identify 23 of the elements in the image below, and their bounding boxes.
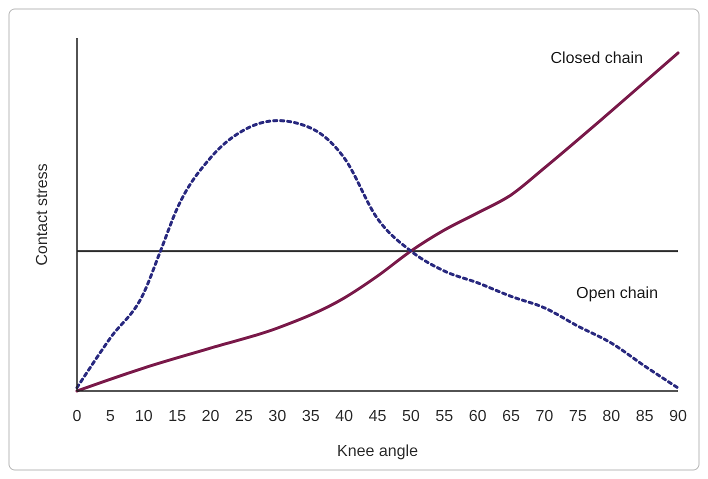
x-axis-title: Knee angle [337, 443, 418, 460]
series-label: Closed chain [550, 50, 643, 67]
x-tick-label: 80 [602, 408, 620, 425]
x-tick-label: 5 [106, 408, 115, 425]
series-label: Open chain [576, 285, 658, 302]
x-tick-label: 0 [72, 408, 82, 425]
x-tick-label: 10 [134, 408, 153, 425]
x-tick-label: 40 [335, 408, 354, 425]
x-tick-label: 50 [402, 408, 420, 425]
x-tick-label: 55 [435, 408, 454, 425]
x-tick-label: 75 [568, 408, 587, 425]
x-tick-label: 35 [302, 408, 320, 425]
x-tick-label: 90 [669, 408, 687, 425]
x-tick-label: 70 [536, 408, 554, 425]
x-tick-label: 60 [468, 408, 487, 425]
x-tick-label: 25 [235, 408, 253, 425]
x-tick-label: 85 [636, 408, 654, 425]
x-tick-label: 45 [368, 408, 386, 425]
y-axis-title: Contact stress [34, 163, 51, 266]
x-tick-label: 15 [168, 408, 186, 425]
x-tick-label: 20 [202, 408, 220, 425]
x-tick-label: 30 [268, 408, 286, 425]
x-tick-label: 65 [502, 408, 520, 425]
